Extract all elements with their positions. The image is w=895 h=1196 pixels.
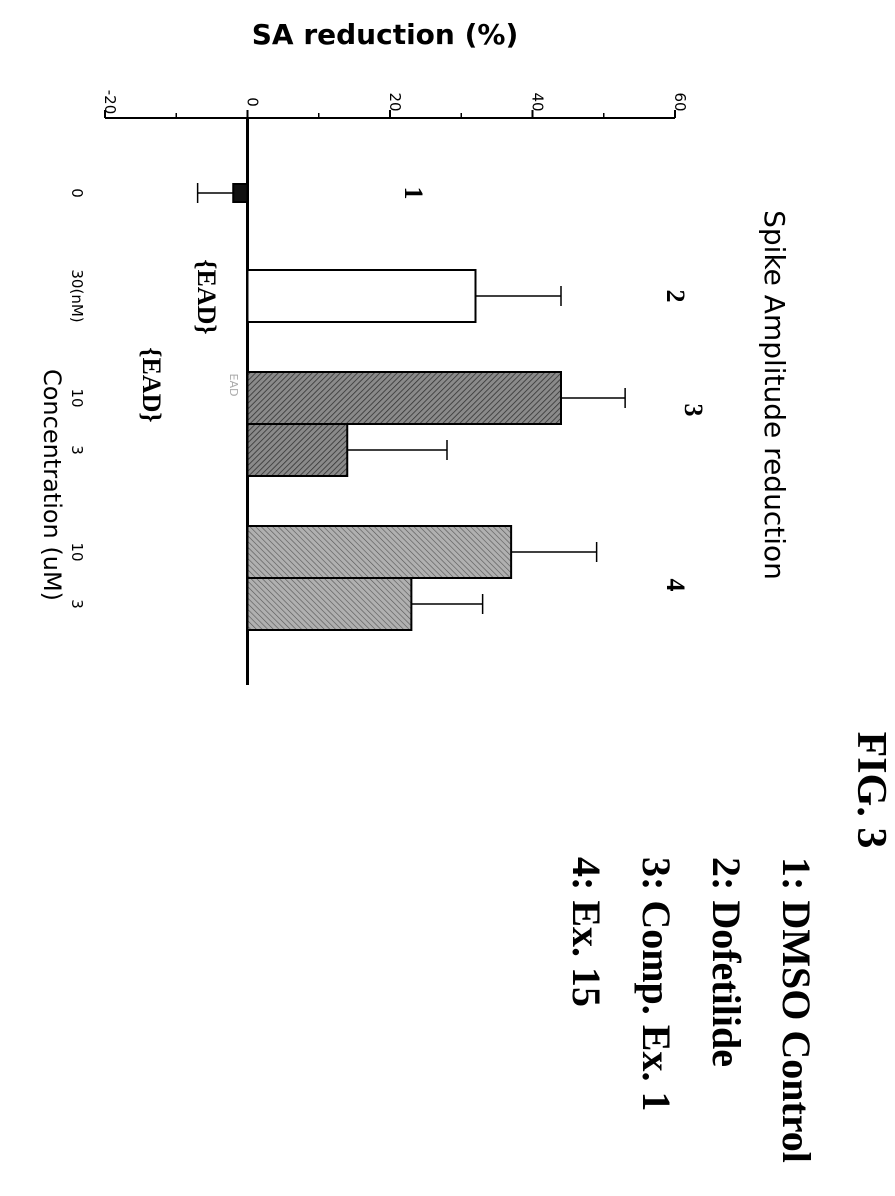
category-axis-label: Concentration (uM)	[38, 369, 66, 601]
group-label: 1	[399, 187, 428, 200]
category-tick-label: 10	[68, 542, 86, 561]
category-tick-label: 10	[68, 388, 86, 407]
bar	[232, 183, 249, 203]
group-label: 4	[661, 579, 690, 592]
legend-item-4: 4: Ex. 15	[564, 857, 609, 1007]
chart-title: Spike Amplitude reduction	[758, 210, 791, 580]
ead-annotation-2: {EAD}	[137, 347, 166, 422]
bar	[246, 423, 349, 477]
figure-label: FIG. 3	[848, 732, 894, 849]
value-tick-label: 20	[386, 92, 404, 111]
bar	[246, 577, 413, 631]
value-tick-label: 60	[671, 92, 689, 111]
bar	[246, 371, 562, 425]
value-tick-label: 40	[529, 92, 547, 111]
value-tick-label: 0	[244, 97, 262, 107]
value-axis-label: SA reduction (%)	[252, 18, 519, 51]
category-tick-label: 3	[68, 445, 86, 455]
category-ticks: 0 30(nM) 10 3 10 3	[68, 188, 86, 609]
value-tick-label: -20	[101, 90, 119, 115]
legend-item-2: 2: Dofetilide	[704, 857, 749, 1067]
category-tick-label: 0	[68, 188, 86, 198]
category-tick-label: 3	[68, 599, 86, 609]
error-bars-group	[196, 183, 626, 614]
bars-group	[232, 183, 562, 631]
bar	[246, 525, 513, 579]
bar	[246, 269, 477, 323]
group-label: 2	[661, 290, 690, 303]
legend-item-1: 1: DMSO Control	[774, 857, 819, 1163]
category-tick-label: 30(nM)	[68, 269, 86, 322]
group-label: 3	[679, 404, 708, 417]
value-axis: -20 0 20 40 60	[101, 90, 689, 119]
group-labels: 1 2 3 4	[399, 187, 708, 592]
ead-annotation-1: {EAD}	[192, 259, 221, 334]
legend-item-3: 3: Comp. Ex. 1	[634, 857, 679, 1111]
ead-annotation-small: EAD	[227, 374, 240, 397]
